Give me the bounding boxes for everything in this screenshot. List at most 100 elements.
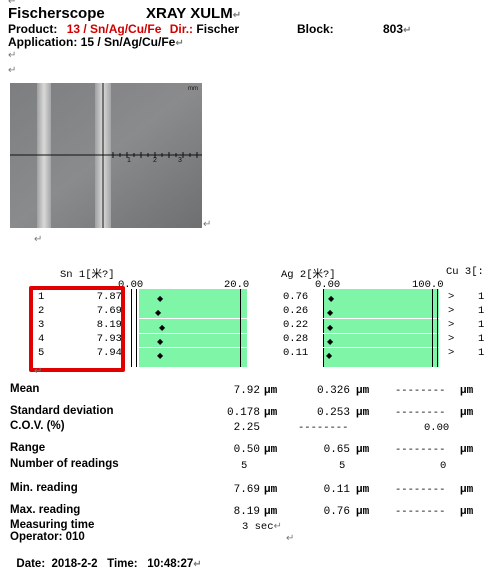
sd-ag: 0.253 — [316, 407, 350, 419]
sn-reading: 7.69 — [96, 305, 122, 317]
unit: µm — [460, 385, 474, 397]
scale-tick-1: 1 — [127, 157, 131, 164]
product-value: 13 / Sn/Ag/Cu/Fe — [66, 22, 162, 36]
pilcrow: ↵ — [8, 50, 17, 61]
pilcrow: ↵ — [203, 219, 212, 230]
sn-marker: ◆ — [155, 308, 162, 317]
ag-reading: 0.76 — [283, 291, 309, 303]
max-ag: 0.76 — [323, 506, 350, 518]
ag-channel-label: Ag 2[米?] — [281, 269, 336, 281]
measuring-time-text: 3 sec — [242, 521, 274, 533]
measuring-value: 3 sec↵ — [242, 521, 282, 533]
ag-marker: ◆ — [328, 294, 335, 303]
cu-digit: 1 — [478, 319, 485, 331]
sd-label: Standard deviation — [10, 405, 114, 417]
unit: µm — [264, 444, 278, 456]
cov-ag: -------- — [298, 422, 349, 434]
ag-bar-right-rule — [432, 289, 438, 367]
cu-marker: > — [448, 333, 455, 345]
num-sn: 5 — [241, 460, 248, 472]
reading-index: 5 — [38, 347, 45, 359]
scale-tick-2: 2 — [153, 157, 157, 164]
sn-marker: ◆ — [157, 351, 164, 360]
sn-marker: ◆ — [157, 337, 164, 346]
max-sn: 8.19 — [233, 506, 260, 518]
dir-label: Dir.: — [169, 22, 194, 36]
unit: µm — [356, 506, 370, 518]
microscope-image-graphic — [10, 83, 202, 228]
min-sn: 7.69 — [233, 484, 260, 496]
pilcrow: ↵ — [193, 559, 202, 570]
product-label: Product: — [8, 22, 58, 36]
sd-sn: 0.178 — [226, 407, 260, 419]
pilcrow: ↵ — [8, 65, 17, 76]
mean-cu: -------- — [395, 385, 446, 397]
cov-sn: 2.25 — [233, 422, 260, 434]
unit: µm — [264, 385, 278, 397]
dir-value: Fischer — [196, 22, 240, 36]
ag-reading: 0.28 — [283, 333, 309, 345]
ag-marker: ◆ — [326, 351, 333, 360]
unit: µm — [264, 407, 278, 419]
instrument-name: Fischerscope — [8, 5, 105, 22]
sn-bar-fill — [139, 289, 247, 367]
date-line: Date: 2018-2-2 Time: 10:48:27↵ — [10, 546, 202, 570]
ag-bar-chart: ◆ ◆ ◆ ◆ ◆ — [323, 289, 441, 367]
cu-channel-label: Cu 3[: — [446, 266, 484, 278]
cu-digit: 1 — [478, 291, 485, 303]
unit: µm — [460, 407, 474, 419]
ag-bar-divider — [323, 318, 439, 319]
reading-index: 2 — [38, 305, 45, 317]
reading-index: 4 — [38, 333, 45, 345]
range-sn: 0.50 — [233, 444, 260, 456]
product-line: Product: 13 / Sn/Ag/Cu/Fe Dir.: Fischer — [8, 22, 239, 36]
sn-reading: 7.93 — [96, 333, 122, 345]
sn-bar-left-rule — [131, 289, 137, 367]
pilcrow: ↵ — [8, 0, 17, 7]
cu-digit: 1 — [478, 333, 485, 345]
highlight-box — [29, 286, 125, 372]
microscope-image: mm 1 2 3 — [10, 83, 202, 228]
ag-bar-divider — [323, 347, 439, 348]
num-ag: 5 — [339, 460, 346, 472]
max-label: Max. reading — [10, 504, 81, 516]
ag-reading: 0.11 — [283, 347, 309, 359]
unit: µm — [356, 444, 370, 456]
cov-cu: 0.00 — [424, 422, 450, 434]
sn-channel-label: Sn 1[米?] — [60, 269, 115, 281]
scale-tick-3: 3 — [178, 157, 182, 164]
min-label: Min. reading — [10, 482, 78, 494]
pilcrow: ↵ — [34, 366, 43, 377]
max-cu: -------- — [395, 506, 446, 518]
cu-digit: 1 — [478, 305, 485, 317]
sn-bar-chart: ◆ ◆ ◆ ◆ ◆ — [131, 289, 249, 367]
ag-reading: 0.22 — [283, 319, 309, 331]
range-label: Range — [10, 442, 46, 454]
ag-marker: ◆ — [327, 323, 334, 332]
sn-marker: ◆ — [159, 323, 166, 332]
cu-digit: 1 — [478, 347, 485, 359]
sn-bar-right-rule — [240, 289, 241, 367]
ag-scale-min: 0.00 — [315, 279, 341, 291]
unit: µm — [460, 484, 474, 496]
ag-bar-left-rule — [323, 289, 324, 367]
ag-bar-divider — [323, 333, 439, 334]
block-label: Block: — [297, 22, 334, 36]
cu-marker: > — [448, 305, 455, 317]
ag-marker: ◆ — [327, 308, 334, 317]
unit: µm — [264, 484, 278, 496]
measuring-label: Measuring time — [10, 519, 95, 531]
cov-label: C.O.V. (%) — [10, 420, 65, 432]
application-text: Application: 15 / Sn/Ag/Cu/Fe — [8, 35, 176, 49]
num-label: Number of readings — [10, 458, 119, 470]
ag-marker: ◆ — [327, 337, 334, 346]
instrument-model: XRAY XULM↵ — [146, 5, 241, 22]
pilcrow: ↵ — [403, 25, 412, 36]
reading-index: 3 — [38, 319, 45, 331]
mean-label: Mean — [10, 383, 40, 395]
block-value: 803↵ — [383, 22, 411, 36]
pilcrow: ↵ — [273, 521, 282, 532]
model-text: XRAY XULM — [146, 5, 233, 22]
pilcrow: ↵ — [175, 38, 184, 49]
unit: µm — [264, 506, 278, 518]
